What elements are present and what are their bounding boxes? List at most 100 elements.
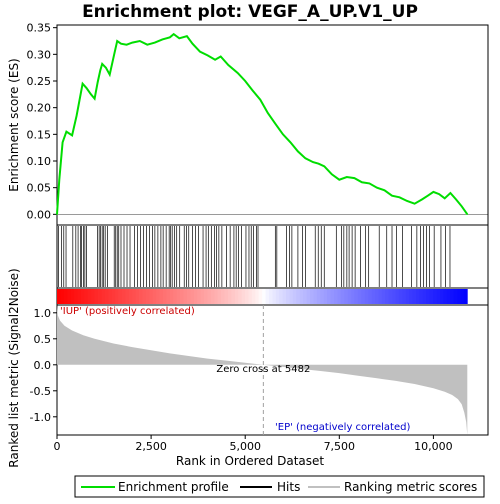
es-point [81, 83, 84, 85]
es-point [191, 43, 194, 45]
legend-label-ranking-metric: Ranking metric scores [344, 480, 477, 494]
es-point [406, 200, 408, 202]
colorbar-cell [422, 289, 427, 304]
colorbar-cell [310, 289, 314, 304]
colorbar-cell [262, 289, 266, 304]
es-point [99, 69, 101, 71]
es-point [173, 33, 175, 35]
es-point [244, 80, 246, 82]
colorbar-cell [337, 289, 342, 304]
es-point [338, 179, 340, 181]
colorbar-cell [268, 289, 273, 304]
es-y-tick-label: 0.35 [27, 22, 52, 35]
colorbar-cell [292, 289, 297, 304]
colorbar-cell [118, 289, 123, 304]
colorbar-cell [457, 289, 461, 304]
colorbar-cell [433, 289, 437, 304]
colorbar-cell [214, 289, 219, 304]
es-point [421, 198, 423, 200]
colorbar-cell [388, 289, 393, 304]
colorbar-cell [354, 289, 359, 304]
es-point [323, 165, 325, 167]
rank-y-axis-label: Ranked list metric (Signal2Noise) [7, 268, 21, 467]
es-point [146, 44, 148, 46]
colorbar-cell [429, 289, 434, 304]
colorbar-cell [101, 289, 106, 304]
colorbar-cell [296, 289, 301, 304]
colorbar-cell [145, 289, 150, 304]
es-point [169, 36, 171, 38]
colorbar-cell [98, 289, 102, 304]
es-point [449, 192, 451, 194]
es-point [413, 203, 416, 205]
es-point [346, 176, 348, 178]
es-point [282, 133, 284, 135]
es-point [97, 81, 99, 83]
colorbar-cell [443, 289, 448, 304]
es-point [252, 90, 254, 92]
colorbar-cell [279, 289, 284, 304]
colorbar-cell [166, 289, 171, 304]
es-point [186, 35, 188, 37]
colorbar-cell [255, 289, 260, 304]
es-point [178, 37, 180, 39]
es-point [71, 134, 73, 136]
colorbar-cell [368, 289, 372, 304]
enrichment-profile-points [56, 33, 468, 215]
colorbar-cell [121, 289, 126, 304]
colorbar-cell [327, 289, 331, 304]
colorbar-cell [303, 289, 307, 304]
colorbar-cell [227, 289, 232, 304]
colorbar-cell [77, 289, 82, 304]
rank-x-axis-label: Rank in Ordered Dataset [176, 454, 324, 468]
es-y-tick-label: 0.05 [27, 182, 52, 195]
hits-panel [56, 224, 489, 289]
legend-frame [74, 475, 485, 498]
es-point [438, 193, 440, 195]
es-point [120, 43, 122, 45]
colorbar-cell [67, 289, 72, 304]
colorbar-cell [115, 289, 119, 304]
colorbar-cell [340, 289, 345, 304]
colorbar-cell [419, 289, 424, 304]
colorbar-cell [347, 289, 352, 304]
es-y-tick-label: 0.00 [27, 208, 52, 221]
colorbar-cell [306, 289, 311, 304]
es-point [131, 42, 133, 44]
es-point [361, 181, 363, 183]
es-y-tick-label: 0.20 [27, 102, 52, 115]
colorbar-cell [224, 289, 229, 304]
colorbar-cell [378, 289, 383, 304]
colorbar-cell [149, 289, 154, 304]
colorbar-cell [385, 289, 390, 304]
colorbar-cell [439, 289, 444, 304]
colorbar-cell [251, 289, 256, 304]
colorbar-cell [265, 289, 270, 304]
colorbar-cell [426, 289, 431, 304]
colorbar-cell [316, 289, 321, 304]
es-point [206, 54, 209, 57]
es-point [65, 131, 68, 133]
colorbar-cell [87, 289, 92, 304]
es-point [383, 189, 386, 191]
colorbar-cell [381, 289, 386, 304]
es-point [90, 93, 92, 95]
es-point [318, 163, 320, 165]
colorbar-cell [436, 289, 441, 304]
colorbar-cell [142, 289, 147, 304]
es-point [297, 150, 299, 152]
es-point [289, 141, 291, 143]
colorbar-cell [84, 289, 89, 304]
colorbar-cell [190, 289, 195, 304]
colorbar-cell [152, 289, 157, 304]
colorbar-cell [299, 289, 304, 304]
es-point [376, 187, 378, 189]
colorbar-cell [125, 289, 130, 304]
colorbar-cell [74, 289, 78, 304]
colorbar-cell [221, 289, 225, 304]
rank-y-tick-label: -0.5 [30, 385, 51, 398]
rank-y-tick-label: 0.0 [34, 359, 52, 372]
colorbar-cell [159, 289, 164, 304]
